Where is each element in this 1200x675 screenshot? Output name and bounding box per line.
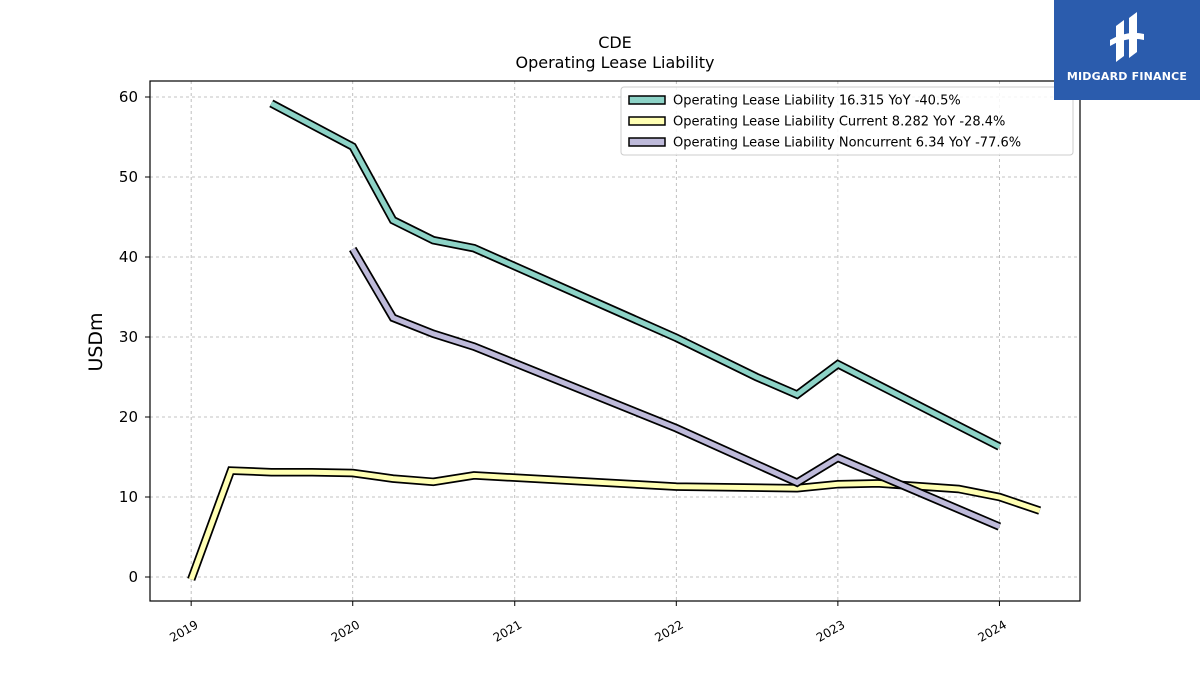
chart-title: CDE	[598, 33, 632, 52]
x-tick-label: 2022	[652, 617, 685, 644]
y-tick-label: 20	[119, 408, 138, 426]
series-2	[187, 466, 1042, 581]
x-tick-label: 2024	[975, 617, 1008, 644]
y-tick-label: 0	[128, 568, 138, 586]
series-line	[270, 101, 1001, 449]
series-1	[269, 99, 1002, 451]
legend: Operating Lease Liability 16.315 YoY -40…	[620, 86, 1074, 156]
y-tick-label: 10	[119, 488, 138, 506]
legend-label: Operating Lease Liability Noncurrent 6.3…	[673, 136, 1021, 151]
legend-swatch	[628, 116, 666, 126]
x-tick-label: 2020	[329, 617, 362, 644]
series-3	[349, 246, 1002, 531]
y-tick-label: 60	[119, 88, 138, 106]
legend-label: Operating Lease Liability Current 8.282 …	[673, 115, 1005, 130]
x-tick-label: 2023	[814, 617, 847, 644]
y-axis-label: USDm	[85, 312, 107, 371]
brand-logo: MIDGARD FINANCE	[1054, 0, 1200, 100]
series-line	[188, 468, 1041, 581]
legend-box	[620, 86, 1074, 156]
legend-swatch	[628, 137, 666, 147]
y-tick-label: 40	[119, 248, 138, 266]
y-tick-label: 50	[119, 168, 138, 186]
plot-frame	[149, 80, 1081, 602]
x-tick-label: 2019	[167, 617, 200, 644]
series-line	[350, 247, 1001, 529]
x-tick-label: 2021	[491, 617, 524, 644]
logo-text: MIDGARD FINANCE	[1066, 70, 1188, 83]
legend-swatch	[628, 95, 666, 105]
logo-mark-icon	[1110, 12, 1144, 62]
chart-subtitle: Operating Lease Liability	[515, 53, 714, 72]
y-tick-label: 30	[119, 328, 138, 346]
legend-label: Operating Lease Liability 16.315 YoY -40…	[673, 94, 961, 109]
